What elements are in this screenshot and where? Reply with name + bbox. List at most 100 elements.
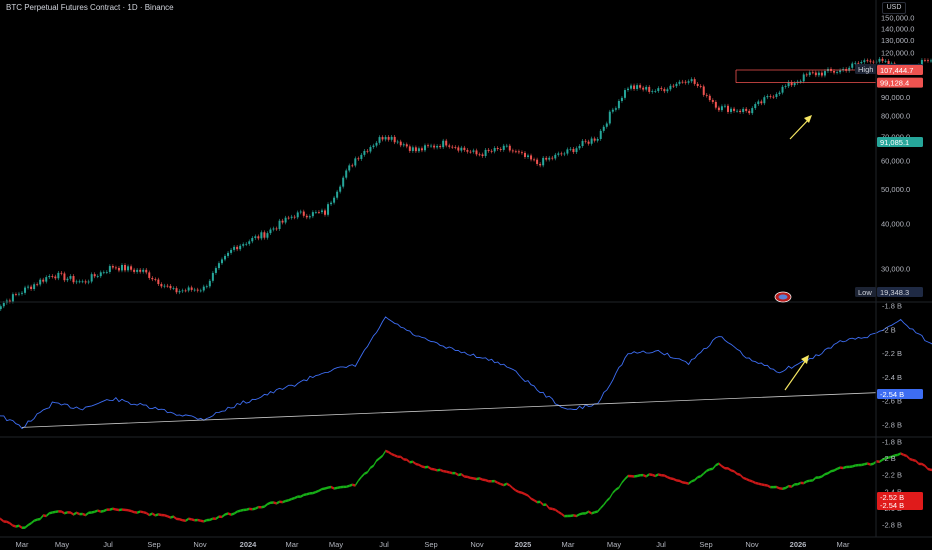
candle-body — [463, 147, 466, 151]
currency-button[interactable]: USD — [882, 2, 906, 14]
band-segment — [373, 459, 377, 467]
candle-body — [257, 236, 260, 239]
band-segment — [606, 496, 610, 503]
band-segment — [312, 490, 316, 495]
band-segment — [724, 467, 728, 470]
candle-body — [378, 137, 381, 143]
candle — [260, 230, 263, 241]
up-arrow-head[interactable] — [801, 355, 809, 364]
candle — [84, 279, 87, 285]
candle-body — [308, 216, 311, 218]
band-segment — [927, 467, 931, 472]
band-segment — [491, 479, 495, 483]
candle — [572, 147, 575, 154]
up-arrow[interactable] — [784, 359, 807, 391]
candle — [496, 146, 499, 151]
candle — [517, 149, 520, 155]
candle — [714, 100, 717, 110]
candle-body — [360, 154, 363, 159]
candle-body — [708, 95, 711, 101]
candle-body — [527, 155, 530, 157]
candle-body — [54, 276, 57, 279]
band-segment — [440, 468, 444, 473]
candle-body — [642, 87, 645, 90]
band-segment — [528, 494, 532, 500]
band-segment — [670, 477, 674, 481]
band-segment — [579, 512, 583, 516]
earnings-icon[interactable] — [774, 291, 792, 303]
candle — [617, 99, 620, 111]
up-arrow[interactable] — [789, 117, 811, 140]
candle-body — [278, 220, 281, 230]
candle-body — [472, 150, 475, 152]
band-segment — [573, 514, 577, 518]
obv-axis[interactable]: -1.8 B -2 B -2.2 B -2.4 B -2.6 B -2.8 B — [882, 302, 902, 430]
candle-body — [369, 147, 372, 152]
band-segment — [718, 462, 722, 468]
price-tick-label: 120,000.0 — [881, 48, 914, 57]
candle — [324, 208, 326, 217]
candle — [239, 243, 242, 252]
candle-body — [130, 266, 133, 270]
candle — [78, 279, 81, 284]
candle-body — [160, 284, 163, 287]
candle — [211, 271, 214, 283]
candle — [596, 137, 599, 143]
candle — [411, 145, 414, 153]
time-axis[interactable]: Mar May Jul Sep Nov 2024 Mar May Jul Sep Nov 2025 Ma… — [16, 540, 850, 549]
obv-tick-label: -2.8 B — [882, 421, 902, 430]
band-segment — [318, 487, 322, 492]
candle — [620, 95, 623, 103]
candle — [202, 284, 205, 293]
candle — [696, 82, 699, 88]
time-tick-label: May — [329, 540, 343, 549]
band-segment — [28, 522, 32, 527]
candle — [120, 263, 123, 273]
band-segment — [276, 500, 280, 505]
candle — [751, 106, 754, 116]
candle — [302, 209, 305, 218]
candle-body — [487, 149, 490, 151]
band-segment — [437, 468, 441, 472]
svg-text:-2.54 B: -2.54 B — [880, 501, 904, 510]
obv-panel — [0, 316, 932, 430]
candle — [636, 83, 639, 91]
candle — [296, 210, 299, 220]
candle-body — [836, 72, 839, 74]
candle — [708, 93, 711, 102]
candle-body — [720, 106, 723, 111]
band-segment — [115, 508, 119, 512]
candle-body — [8, 300, 11, 302]
band-segment — [370, 464, 374, 469]
candle-body — [199, 290, 202, 292]
candle-body — [623, 90, 626, 98]
candle-body — [2, 302, 5, 307]
up-arrow-head[interactable] — [804, 115, 812, 123]
band-segment — [561, 512, 565, 518]
obv-line[interactable] — [0, 316, 932, 430]
band-segment — [12, 524, 16, 528]
band-tick-label: -2 B — [882, 454, 896, 463]
time-tick-label: Mar — [16, 540, 29, 549]
band-segment — [485, 478, 489, 483]
candle — [284, 215, 287, 225]
time-tick-label: Mar — [562, 540, 575, 549]
band-segment — [182, 518, 186, 522]
candle — [405, 142, 408, 149]
candle — [60, 270, 63, 276]
trend-line[interactable] — [21, 392, 877, 428]
candle — [475, 148, 478, 157]
candle-body — [820, 72, 823, 76]
candle — [151, 276, 154, 282]
candle-body — [436, 145, 439, 148]
candle-body — [823, 71, 826, 76]
band-segment — [706, 468, 710, 472]
candle-body — [639, 85, 642, 88]
candle-body — [114, 267, 117, 269]
candle — [275, 226, 278, 231]
candle — [148, 270, 151, 280]
candle — [614, 106, 617, 112]
candle-body — [730, 108, 733, 112]
band-segment — [543, 503, 547, 507]
